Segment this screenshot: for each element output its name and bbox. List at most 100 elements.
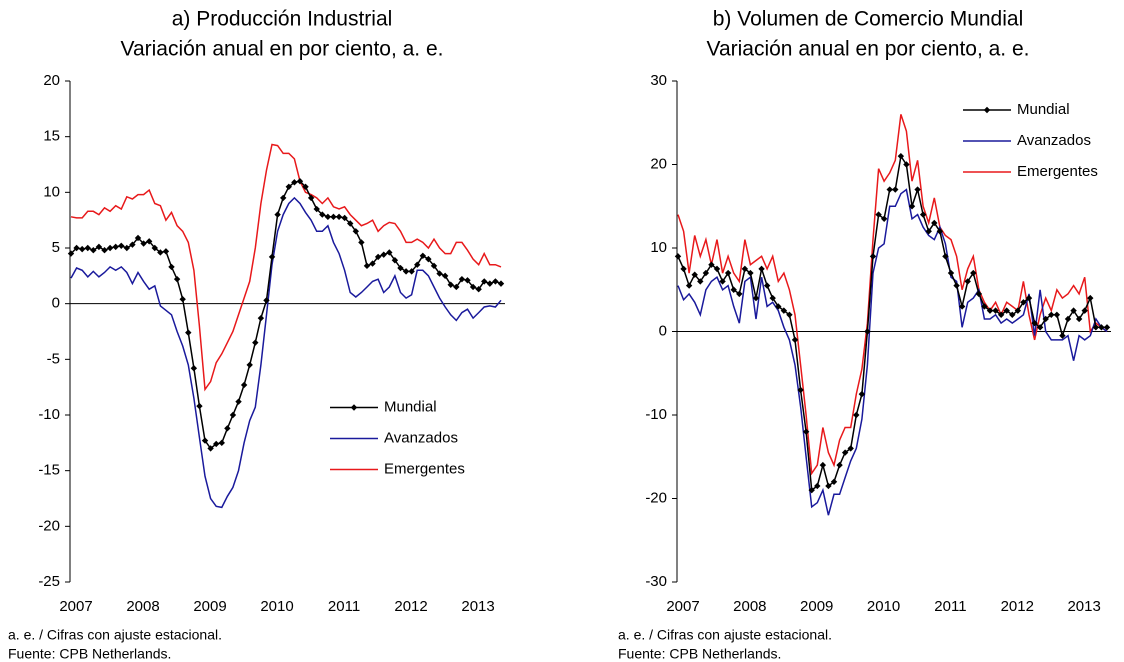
series-marker: [475, 285, 482, 293]
series-marker: [986, 307, 994, 314]
series-marker: [702, 269, 710, 277]
series-marker: [908, 203, 916, 210]
series-marker: [430, 262, 438, 270]
series-marker: [708, 261, 715, 268]
series-marker: [313, 205, 320, 213]
series-marker: [802, 428, 810, 435]
series-marker: [841, 449, 849, 456]
series-marker: [697, 278, 704, 285]
y-tick-label: 10: [43, 183, 60, 200]
series-marker: [84, 244, 91, 252]
series-marker: [858, 390, 866, 398]
series-marker: [302, 183, 309, 190]
series-marker: [419, 252, 427, 259]
series-line: [677, 188, 1108, 516]
series-marker: [1081, 307, 1088, 314]
series-marker: [936, 228, 944, 235]
series-marker: [825, 482, 832, 490]
series-marker: [229, 411, 237, 419]
x-tick-label: 2009: [800, 598, 833, 615]
series-marker: [369, 260, 376, 267]
series-marker: [975, 290, 983, 298]
series-marker: [67, 250, 75, 257]
x-tick-label: 2010: [260, 598, 293, 615]
series-marker: [235, 398, 242, 405]
legend-label: Avanzados: [1017, 132, 1091, 149]
series-marker: [118, 242, 125, 249]
series-marker: [685, 282, 693, 289]
y-tick-label: 0: [52, 295, 60, 312]
series-marker: [719, 278, 726, 285]
series-marker: [808, 486, 815, 494]
series-marker: [1075, 315, 1083, 323]
legend-marker: [983, 106, 991, 114]
series-marker: [263, 297, 270, 304]
series-marker: [218, 439, 225, 447]
series-marker: [1031, 319, 1038, 327]
x-tick-label: 2008: [126, 598, 159, 615]
series-marker: [363, 262, 371, 270]
series-marker: [486, 280, 494, 287]
series-marker: [1103, 324, 1111, 331]
series-marker: [347, 220, 354, 227]
series-marker: [391, 257, 399, 264]
y-tick-label: 5: [52, 239, 60, 256]
y-tick-label: -20: [38, 517, 60, 534]
series-marker: [436, 270, 443, 277]
series-marker: [447, 281, 454, 288]
series-marker: [168, 263, 175, 271]
series-marker: [123, 244, 131, 252]
legend-label: Mundial: [384, 398, 437, 415]
series-marker: [291, 179, 298, 186]
series-marker: [869, 253, 877, 260]
series-marker: [464, 277, 471, 284]
series-marker: [112, 243, 119, 251]
series-marker: [724, 269, 732, 277]
series-marker: [886, 186, 893, 193]
series-marker: [964, 278, 971, 285]
series-marker: [736, 290, 743, 298]
chart-title: a) Producción Industrial: [172, 8, 393, 31]
series-marker: [897, 152, 905, 160]
series-marker: [201, 437, 209, 444]
series-marker: [1009, 311, 1016, 318]
y-tick-label: 30: [650, 72, 667, 89]
series-marker: [819, 461, 827, 469]
series-marker: [280, 194, 287, 202]
series-marker: [324, 213, 332, 221]
series-marker: [441, 272, 449, 280]
series-marker: [970, 269, 977, 277]
legend-label: Emergentes: [384, 460, 465, 477]
series-marker: [335, 213, 343, 221]
series-marker: [95, 243, 103, 251]
series-marker: [769, 294, 776, 302]
series-marker: [212, 440, 220, 448]
chart-subtitle: Variación anual en por ciento, a. e.: [707, 38, 1030, 61]
series-marker: [875, 211, 882, 218]
series-line: [70, 196, 502, 509]
series-marker: [240, 381, 248, 389]
x-tick-label: 2012: [1001, 598, 1034, 615]
series-marker: [691, 271, 698, 278]
series-marker: [319, 211, 326, 218]
legend-label: Avanzados: [384, 429, 458, 446]
series-marker: [157, 249, 164, 256]
x-tick-label: 2013: [1067, 598, 1100, 615]
footnote: Fuente: CPB Netherlands.: [8, 646, 171, 662]
series-marker: [981, 303, 988, 310]
series-marker: [997, 311, 1005, 318]
series-marker: [864, 328, 871, 335]
y-tick-label: 0: [659, 322, 667, 339]
series-marker: [1036, 324, 1044, 331]
series-marker: [741, 265, 749, 273]
series-marker: [285, 183, 292, 190]
series-marker: [252, 339, 259, 346]
series-marker: [296, 178, 304, 185]
chart-title: b) Volumen de Comercio Mundial: [713, 8, 1024, 31]
legend-label: Mundial: [1017, 101, 1070, 118]
series-marker: [246, 361, 253, 369]
series-marker: [791, 336, 799, 344]
series-marker: [853, 411, 860, 419]
